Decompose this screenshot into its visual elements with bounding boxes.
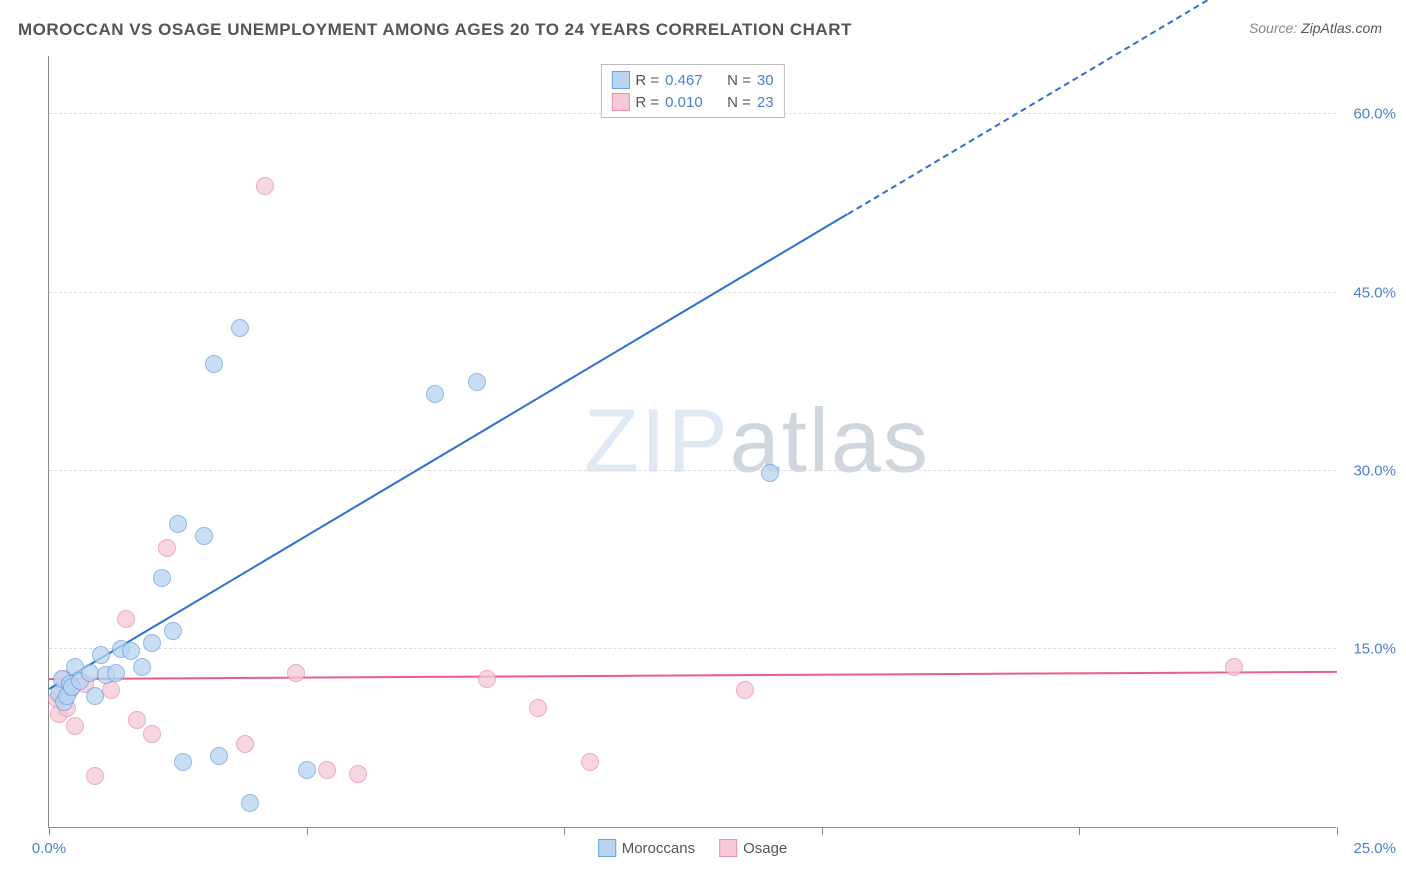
moroccans-point bbox=[210, 747, 228, 765]
moroccans-point bbox=[174, 753, 192, 771]
osage-point bbox=[117, 610, 135, 628]
legend-item-osage[interactable]: Osage bbox=[719, 839, 787, 857]
osage-point bbox=[349, 765, 367, 783]
moroccans-point bbox=[205, 355, 223, 373]
legend-item-moroccans[interactable]: Moroccans bbox=[598, 839, 695, 857]
osage-point bbox=[143, 725, 161, 743]
stats-box: R = 0.467 N = 30 R = 0.010 N = 23 bbox=[600, 64, 784, 118]
osage-point bbox=[1225, 658, 1243, 676]
source-attribution: Source: ZipAtlas.com bbox=[1249, 20, 1382, 36]
x-axis-min-label: 0.0% bbox=[32, 840, 66, 857]
gridline bbox=[49, 470, 1336, 471]
moroccans-point bbox=[169, 515, 187, 533]
osage-point bbox=[86, 767, 104, 785]
moroccans-point bbox=[195, 527, 213, 545]
moroccans-point bbox=[231, 319, 249, 337]
osage-point bbox=[236, 735, 254, 753]
x-tick bbox=[307, 827, 308, 835]
legend-label: Moroccans bbox=[622, 840, 695, 857]
source-prefix: Source: bbox=[1249, 20, 1301, 36]
moroccans-point bbox=[153, 569, 171, 587]
watermark-dark: atlas bbox=[730, 391, 930, 491]
stats-R-value: 0.010 bbox=[665, 94, 713, 111]
x-tick bbox=[49, 827, 50, 835]
osage-point bbox=[581, 753, 599, 771]
y-tick-label: 60.0% bbox=[1341, 106, 1396, 123]
chart-plot-area: ZIPatlas 15.0%30.0%45.0%60.0% R =0.467N … bbox=[48, 56, 1336, 828]
stats-N-label: N = bbox=[727, 94, 751, 111]
stats-N-value: 23 bbox=[757, 94, 774, 111]
legend-label: Osage bbox=[743, 840, 787, 857]
legend-swatch-moroccans bbox=[598, 839, 616, 857]
stats-R-label: R = bbox=[635, 72, 659, 89]
moroccans-point bbox=[426, 385, 444, 403]
source-name: ZipAtlas.com bbox=[1301, 20, 1382, 36]
osage-point bbox=[318, 761, 336, 779]
osage-point bbox=[158, 539, 176, 557]
osage-point bbox=[66, 717, 84, 735]
osage-point bbox=[529, 699, 547, 717]
trend-line bbox=[49, 671, 1337, 680]
x-tick bbox=[1337, 827, 1338, 835]
moroccans-point bbox=[468, 373, 486, 391]
stats-R-label: R = bbox=[635, 94, 659, 111]
osage-point bbox=[478, 670, 496, 688]
legend-swatch-osage bbox=[719, 839, 737, 857]
watermark: ZIPatlas bbox=[584, 390, 930, 493]
moroccans-point bbox=[143, 634, 161, 652]
swatch-moroccans bbox=[611, 71, 629, 89]
x-tick bbox=[1079, 827, 1080, 835]
trend-line bbox=[48, 214, 848, 691]
chart-title: MOROCCAN VS OSAGE UNEMPLOYMENT AMONG AGE… bbox=[18, 20, 852, 40]
y-tick-label: 30.0% bbox=[1341, 462, 1396, 479]
stats-row-moroccans: R = 0.467 N = 30 bbox=[611, 69, 773, 91]
moroccans-point bbox=[164, 622, 182, 640]
legend: Moroccans Osage bbox=[598, 839, 788, 857]
moroccans-point bbox=[107, 664, 125, 682]
osage-point bbox=[287, 664, 305, 682]
stats-R-value: 0.467 bbox=[665, 72, 713, 89]
osage-point bbox=[256, 177, 274, 195]
gridline bbox=[49, 292, 1336, 293]
y-tick-label: 15.0% bbox=[1341, 640, 1396, 657]
x-tick bbox=[822, 827, 823, 835]
moroccans-point bbox=[298, 761, 316, 779]
osage-point bbox=[102, 681, 120, 699]
watermark-light: ZIP bbox=[584, 391, 730, 491]
moroccans-point bbox=[761, 464, 779, 482]
x-tick bbox=[564, 827, 565, 835]
osage-point bbox=[128, 711, 146, 729]
osage-point bbox=[736, 681, 754, 699]
moroccans-point bbox=[133, 658, 151, 676]
swatch-osage bbox=[611, 93, 629, 111]
stats-N-value: 30 bbox=[757, 72, 774, 89]
gridline bbox=[49, 648, 1336, 649]
x-axis-max-label: 25.0% bbox=[1341, 840, 1396, 857]
moroccans-point bbox=[241, 794, 259, 812]
stats-row-osage: R = 0.010 N = 23 bbox=[611, 91, 773, 113]
moroccans-point bbox=[92, 646, 110, 664]
stats-N-label: N = bbox=[727, 72, 751, 89]
y-tick-label: 45.0% bbox=[1341, 284, 1396, 301]
moroccans-point bbox=[86, 687, 104, 705]
